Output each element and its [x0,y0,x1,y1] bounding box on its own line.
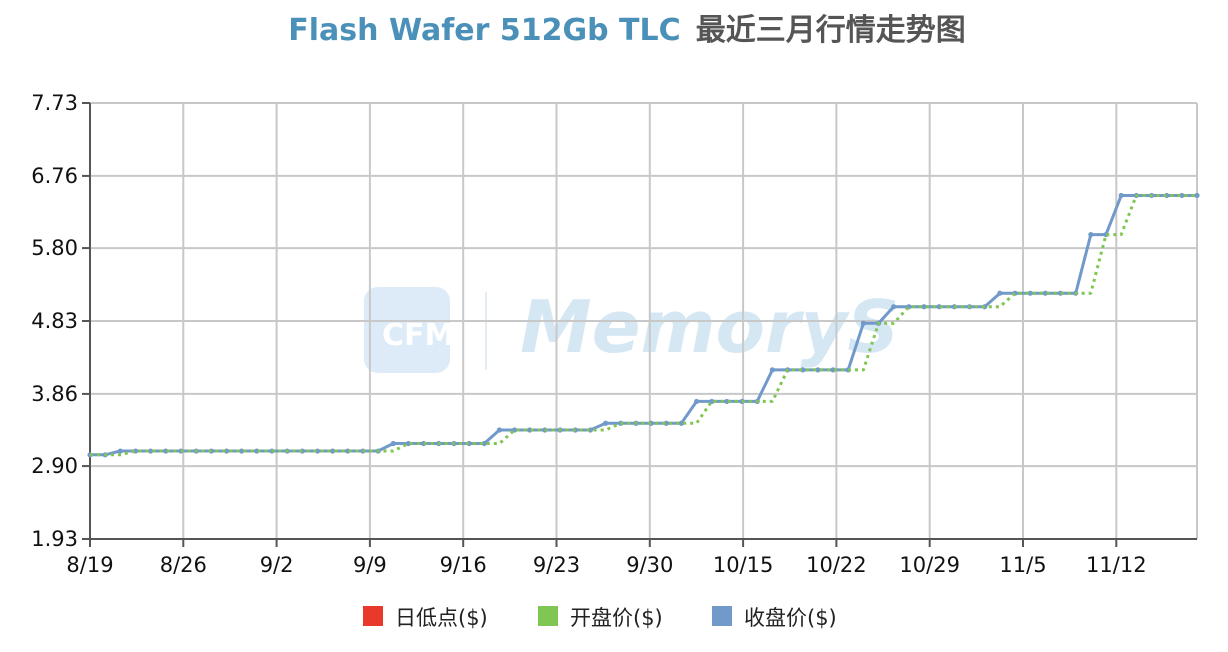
series-point [481,440,487,447]
x-tick-label: 10/29 [899,553,960,577]
x-tick-label: 9/16 [440,553,487,577]
series-layer [87,192,1200,458]
series-point [1027,290,1033,296]
legend-item[interactable]: 收盘价($) [712,606,837,630]
x-tick-label: 9/23 [533,553,580,577]
legend[interactable]: 日低点($) 开盘价($) 收盘价($) [363,606,837,630]
x-tick-label: 9/2 [260,553,294,577]
watermark: CFM MemoryS [364,285,899,373]
x-tick-label: 10/22 [806,553,867,577]
legend-item[interactable]: 日低点($) [363,606,488,630]
series-point [117,448,123,454]
series-point [239,448,245,454]
series-point [512,427,518,433]
series-point [330,448,336,454]
x-tick-label: 8/19 [66,553,113,577]
chart-title: Flash Wafer 512Gb TLC 最近三月行情走势图 [288,13,965,48]
x-tick-label: 9/9 [353,553,387,577]
series-point [891,304,897,310]
series-point [1179,192,1185,199]
x-tick-label: 11/5 [999,553,1046,577]
x-tick-label: 9/30 [626,553,673,577]
series-point [496,427,503,433]
series-point [860,320,866,326]
legend-swatch [712,606,732,626]
series-line-open [90,194,1197,457]
chart-grid [89,102,1198,540]
y-tick-label: 7.73 [31,91,78,115]
chart-title-en: Flash Wafer 512Gb TLC [288,13,680,48]
y-tick-label: 2.90 [31,454,78,478]
series-point [1042,290,1048,296]
x-tick-label: 10/15 [713,553,774,577]
chart-title-cn: 最近三月行情走势图 [696,13,966,48]
series-point [678,420,685,426]
series-point [602,420,609,426]
y-tick-label: 1.93 [31,527,78,551]
watermark-text: MemoryS [520,285,899,369]
series-point [1088,231,1094,238]
series-point [709,398,715,405]
series-point [1194,192,1200,199]
series-point [1118,192,1124,199]
watermark-logo-icon [364,287,450,373]
x-axis-ticks: 8/19 8/26 9/2 9/9 9/16 9/23 9/30 10/15 10/22 10/2… [66,539,1147,577]
y-tick-label: 4.83 [31,309,78,333]
series-point [390,440,396,447]
series-point [921,304,927,310]
legend-item[interactable]: 开盘价($) [538,606,663,630]
y-axis-ticks: 1.93 2.90 3.86 4.83 5.80 6.76 7.73 [31,91,90,551]
series-point [405,440,412,447]
legend-label: 收盘价($) [744,606,837,630]
series-point [815,367,821,373]
y-tick-label: 3.86 [31,382,78,406]
legend-swatch [538,606,558,626]
series-point [148,448,154,454]
series-point [997,290,1003,296]
series-point [693,398,700,405]
series-point [769,367,775,373]
y-tick-label: 5.80 [31,236,78,260]
watermark-logo-text: CFM [382,318,454,353]
legend-label: 日低点($) [395,606,488,630]
legend-label: 开盘价($) [570,606,663,630]
legend-swatch [363,606,383,626]
x-tick-label: 8/26 [160,553,207,577]
x-tick-label: 11/12 [1086,553,1147,577]
y-tick-label: 6.76 [31,164,78,188]
